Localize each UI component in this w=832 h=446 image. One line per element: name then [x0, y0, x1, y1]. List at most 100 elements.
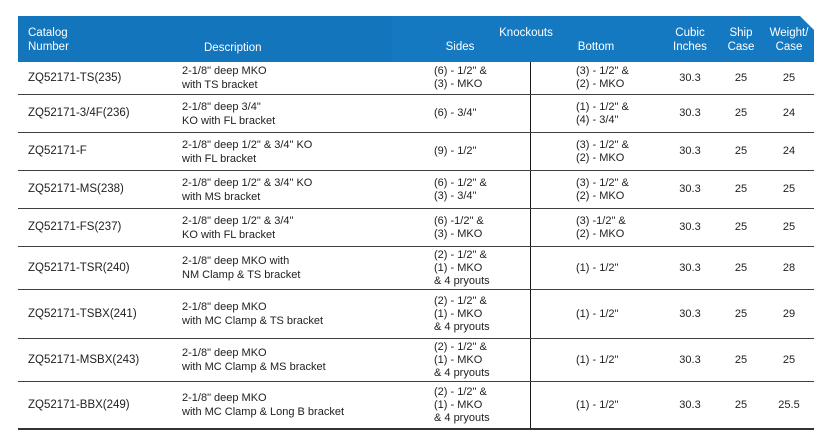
cell-line: (3) - 3/4": [434, 189, 477, 202]
cell-line: 2-1/8" deep MKO: [182, 392, 267, 404]
cubic-inches-cell: 30.3: [679, 145, 701, 157]
catalog-number-cell: ZQ52171-F: [28, 145, 87, 157]
cell-line: NM Clamp & TS bracket: [182, 269, 301, 281]
knockouts-bottom-cell: (3) -1/2" & (2) - MKO: [530, 209, 662, 246]
knockouts-bottom-cell: (1) - 1/2": [530, 339, 662, 381]
table-row: ZQ52171-TSR(240) 2-1/8" deep MKO with NM …: [18, 247, 814, 290]
cell-line: (2) - 1/2" &: [434, 294, 487, 307]
cell-line: (6) -1/2" &: [434, 214, 484, 227]
cubic-header-line1: Cubic: [675, 27, 705, 39]
bottom-header-label: Bottom: [577, 41, 615, 53]
cell-line: (2) - 1/2" &: [434, 248, 487, 261]
cell-line: (2) - 1/2" &: [434, 340, 487, 353]
catalog-number-cell: ZQ52171-TSBX(241): [28, 307, 137, 320]
description-cell: 2-1/8" deep MKO with NM Clamp & TS bracke…: [148, 247, 390, 289]
ship-case-cell: 25: [734, 398, 748, 411]
catalog-spec-table: Catalog Number Description Knockouts Sid…: [18, 16, 814, 430]
catalog-header-line2: Number: [28, 41, 69, 53]
description-cell: 2-1/8" deep 1/2" & 3/4" KO with FL bracke…: [148, 133, 390, 170]
cell-line: 2-1/8" deep MKO: [182, 65, 267, 77]
weight-case-cell: 25: [782, 353, 796, 366]
cell-line: with MS bracket: [182, 190, 261, 203]
weight-header-line2: Case: [775, 41, 803, 53]
catalog-header-line1: Catalog: [28, 27, 68, 39]
cell-line: (3) - MKO: [434, 227, 483, 240]
ship-header-line1: Ship: [729, 27, 753, 39]
catalog-number-cell: ZQ52171-3/4F(236): [28, 107, 130, 119]
ship-case-cell: 25: [734, 307, 748, 320]
cell-line: (3) - 1/2" &: [576, 176, 629, 189]
knockouts-bottom-cell: (3) - 1/2" & (2) - MKO: [530, 62, 662, 94]
description-cell: 2-1/8" deep 3/4" KO with FL bracket: [148, 95, 390, 132]
table-row: ZQ52171-MSBX(243) 2-1/8" deep MKO with MC…: [18, 339, 814, 382]
description-cell: 2-1/8" deep MKO with MC Clamp & MS bracke…: [148, 339, 390, 381]
knockouts-header-label: Knockouts: [499, 27, 553, 39]
cell-line: (3) - MKO: [434, 78, 483, 90]
description-cell: 2-1/8" deep MKO with MC Clamp & Long B br…: [148, 382, 390, 428]
cubic-header-line2: Inches: [673, 41, 707, 53]
knockouts-sides-cell: (9) - 1/2": [390, 133, 530, 170]
description-cell: 2-1/8" deep MKO with MC Clamp & TS bracke…: [148, 290, 390, 338]
cell-line: (1) - MKO: [434, 307, 483, 320]
knockouts-header-group: Knockouts Sides Bottom: [390, 16, 662, 62]
ship-header-line2: Case: [727, 41, 755, 53]
catalog-number-cell: ZQ52171-BBX(249): [28, 398, 130, 411]
ship-case-cell: 25: [734, 261, 748, 274]
table-row: ZQ52171-FS(237) 2-1/8" deep 1/2" & 3/4" K…: [18, 209, 814, 247]
table-row: ZQ52171-BBX(249) 2-1/8" deep MKO with MC …: [18, 382, 814, 428]
sides-header-label: Sides: [445, 41, 475, 53]
cell-line: 2-1/8" deep MKO: [182, 301, 267, 313]
cubic-inches-header: Cubic Inches: [662, 16, 718, 62]
knockouts-bottom-cell: (3) - 1/2" & (2) - MKO: [530, 133, 662, 170]
ship-case-cell: 25: [734, 71, 748, 84]
cell-line: (1) - 1/2": [576, 353, 619, 366]
cell-line: (9) - 1/2": [434, 145, 477, 157]
cell-line: (1) - 1/2": [576, 398, 619, 411]
catalog-number-cell: ZQ52171-MS(238): [28, 183, 124, 195]
cell-line: (6) - 1/2" &: [434, 176, 487, 189]
table-row: ZQ52171-TSBX(241) 2-1/8" deep MKO with MC…: [18, 290, 814, 339]
table-row: ZQ52171-MS(238) 2-1/8" deep 1/2" & 3/4" …: [18, 171, 814, 209]
description-cell: 2-1/8" deep 1/2" & 3/4" KO with MS bracke…: [148, 171, 390, 208]
cell-line: (3) -1/2" &: [576, 214, 626, 227]
cell-line: (6) - 3/4": [434, 107, 477, 119]
cell-line: (1) - MKO: [434, 398, 483, 411]
cell-line: 2-1/8" deep MKO with: [182, 255, 290, 267]
cell-line: (2) - 1/2" &: [434, 385, 487, 398]
knockouts-sides-cell: (2) - 1/2" & (1) - MKO & 4 pryouts: [390, 290, 530, 338]
cell-line: KO with FL bracket: [182, 228, 276, 241]
table-body: ZQ52171-TS(235) 2-1/8" deep MKO with TS b…: [18, 62, 814, 430]
table-row: ZQ52171-3/4F(236) 2-1/8" deep 3/4" KO wit…: [18, 95, 814, 133]
cell-line: KO with FL bracket: [182, 114, 276, 127]
knockouts-sides-cell: (2) - 1/2" & (1) - MKO & 4 pryouts: [390, 247, 530, 289]
weight-case-cell: 28: [782, 261, 796, 274]
weight-case-cell: 24: [782, 145, 796, 157]
cell-line: with FL bracket: [182, 152, 257, 165]
cell-line: (1) - 1/2": [576, 307, 619, 320]
knockouts-sides-cell: (6) - 1/2" & (3) - MKO: [390, 62, 530, 94]
cubic-inches-cell: 30.3: [679, 71, 701, 84]
cubic-inches-cell: 30.3: [679, 307, 701, 320]
knockouts-bottom-cell: (1) - 1/2": [530, 247, 662, 289]
weight-case-cell: 25: [782, 71, 796, 84]
cell-line: 2-1/8" deep 1/2" & 3/4" KO: [182, 176, 313, 189]
description-header-label: Description: [204, 42, 262, 54]
knockouts-bottom-cell: (1) - 1/2" & (4) - 3/4": [530, 95, 662, 132]
catalog-number-cell: ZQ52171-TSR(240): [28, 261, 130, 274]
cell-line: 2-1/8" deep 1/2" & 3/4": [182, 214, 294, 227]
ship-case-cell: 25: [734, 107, 748, 119]
weight-header-line1: Weight/: [769, 27, 809, 39]
cell-line: with MC Clamp & Long B bracket: [182, 406, 345, 418]
ship-case-cell: 25: [734, 221, 748, 233]
ship-case-cell: 25: [734, 353, 748, 366]
cell-line: 2-1/8" deep 3/4": [182, 100, 261, 113]
knockouts-subheaders: Sides Bottom: [390, 40, 662, 54]
cell-line: (2) - MKO: [576, 189, 625, 202]
cell-line: 2-1/8" deep 1/2" & 3/4" KO: [182, 138, 313, 151]
table-row: ZQ52171-F 2-1/8" deep 1/2" & 3/4" KO with…: [18, 133, 814, 171]
weight-case-cell: 25.5: [778, 398, 800, 411]
knockouts-bottom-cell: (3) - 1/2" & (2) - MKO: [530, 171, 662, 208]
cell-line: (2) - MKO: [576, 227, 625, 240]
catalog-number-header: Catalog Number: [18, 16, 148, 62]
cell-line: (2) - MKO: [576, 78, 625, 90]
